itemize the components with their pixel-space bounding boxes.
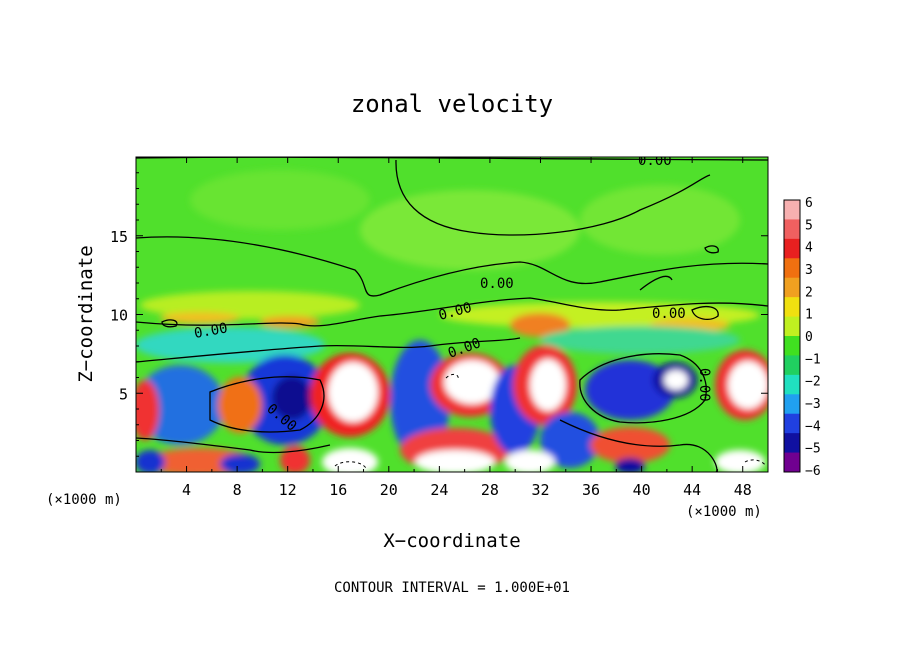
colorbar-tick-label: −4 xyxy=(805,419,821,434)
colorbar: 6 5 4 3 2 1 0 −1 −2 −3 −4 −5 −6 xyxy=(783,196,821,479)
y-axis: 5 10 15 xyxy=(110,172,768,457)
contour-label: 0.00 xyxy=(652,306,686,322)
colorbar-tick-label: 5 xyxy=(805,218,813,233)
contour-label-group: 0.00 0.00 0.00 0.00 0.00 0.00 0.00 0.00 xyxy=(193,153,712,435)
y-axis-label: Z−coordinate xyxy=(75,245,97,382)
colorbar-tick-label: −6 xyxy=(805,464,821,479)
colorbar-swatch xyxy=(784,297,800,318)
contour-label: 0.00 xyxy=(638,153,672,169)
colorbar-swatch xyxy=(784,336,800,356)
colorbar-swatch xyxy=(784,258,800,279)
x-tick-label: 28 xyxy=(481,481,499,499)
x-tick-label: 16 xyxy=(329,481,347,499)
x-tick-label: 24 xyxy=(430,481,448,499)
colorbar-swatch xyxy=(784,452,800,473)
x-unit-label-right: (×1000 m) xyxy=(686,504,762,520)
colorbar-tick-label: 4 xyxy=(805,241,813,256)
colorbar-tick-label: 2 xyxy=(805,285,813,300)
chart-title: zonal velocity xyxy=(351,90,553,118)
x-unit-label-left: (×1000 m) xyxy=(46,492,122,508)
colorbar-swatch xyxy=(784,238,800,259)
x-tick-label: 32 xyxy=(531,481,549,499)
colorbar-tick-label: −1 xyxy=(805,352,821,367)
colorbar-swatch xyxy=(784,316,800,337)
colorbar-swatch xyxy=(784,374,800,395)
x-tick-label: 44 xyxy=(683,481,701,499)
x-axis-label: X−coordinate xyxy=(383,530,520,552)
contour-label: 0.00 xyxy=(480,276,514,292)
x-tick-label: 20 xyxy=(380,481,398,499)
colorbar-tick-label: 3 xyxy=(805,263,813,278)
colorbar-tick-label: −5 xyxy=(805,442,821,457)
x-axis: 4 8 12 16 20 24 28 32 36 40 44 48 xyxy=(160,157,752,499)
colorbar-tick-label: 0 xyxy=(805,330,813,345)
contour-interval-footer: CONTOUR INTERVAL = 1.000E+01 xyxy=(334,580,570,596)
x-tick-label: 4 xyxy=(182,481,191,499)
colorbar-swatch xyxy=(784,394,800,415)
colorbar-tick-label: 6 xyxy=(805,196,813,211)
contour-lines xyxy=(136,157,768,472)
colorbar-swatch xyxy=(784,433,800,454)
contour-label: 0.00 xyxy=(696,368,712,402)
colorbar-swatch xyxy=(784,200,800,220)
y-tick-label: 5 xyxy=(119,385,128,403)
x-tick-label: 40 xyxy=(633,481,651,499)
colorbar-tick-label: 1 xyxy=(805,308,813,323)
contour-label: 0.00 xyxy=(193,320,229,342)
x-tick-label: 36 xyxy=(582,481,600,499)
colorbar-swatch xyxy=(784,355,800,376)
x-tick-label: 12 xyxy=(279,481,297,499)
y-tick-label: 10 xyxy=(110,307,128,325)
colorbar-tick-label: −3 xyxy=(805,397,821,412)
colorbar-swatch xyxy=(784,277,800,298)
y-tick-label: 15 xyxy=(110,228,128,246)
heatmap-field: 0.00 0.00 0.00 0.00 0.00 0.00 0.00 0.00 xyxy=(136,153,768,472)
colorbar-frame xyxy=(783,199,801,473)
colorbar-swatch xyxy=(784,413,800,434)
x-tick-label: 8 xyxy=(233,481,242,499)
x-tick-label: 48 xyxy=(734,481,752,499)
colorbar-tick-label: −2 xyxy=(805,375,821,390)
colorbar-swatch xyxy=(784,219,800,240)
